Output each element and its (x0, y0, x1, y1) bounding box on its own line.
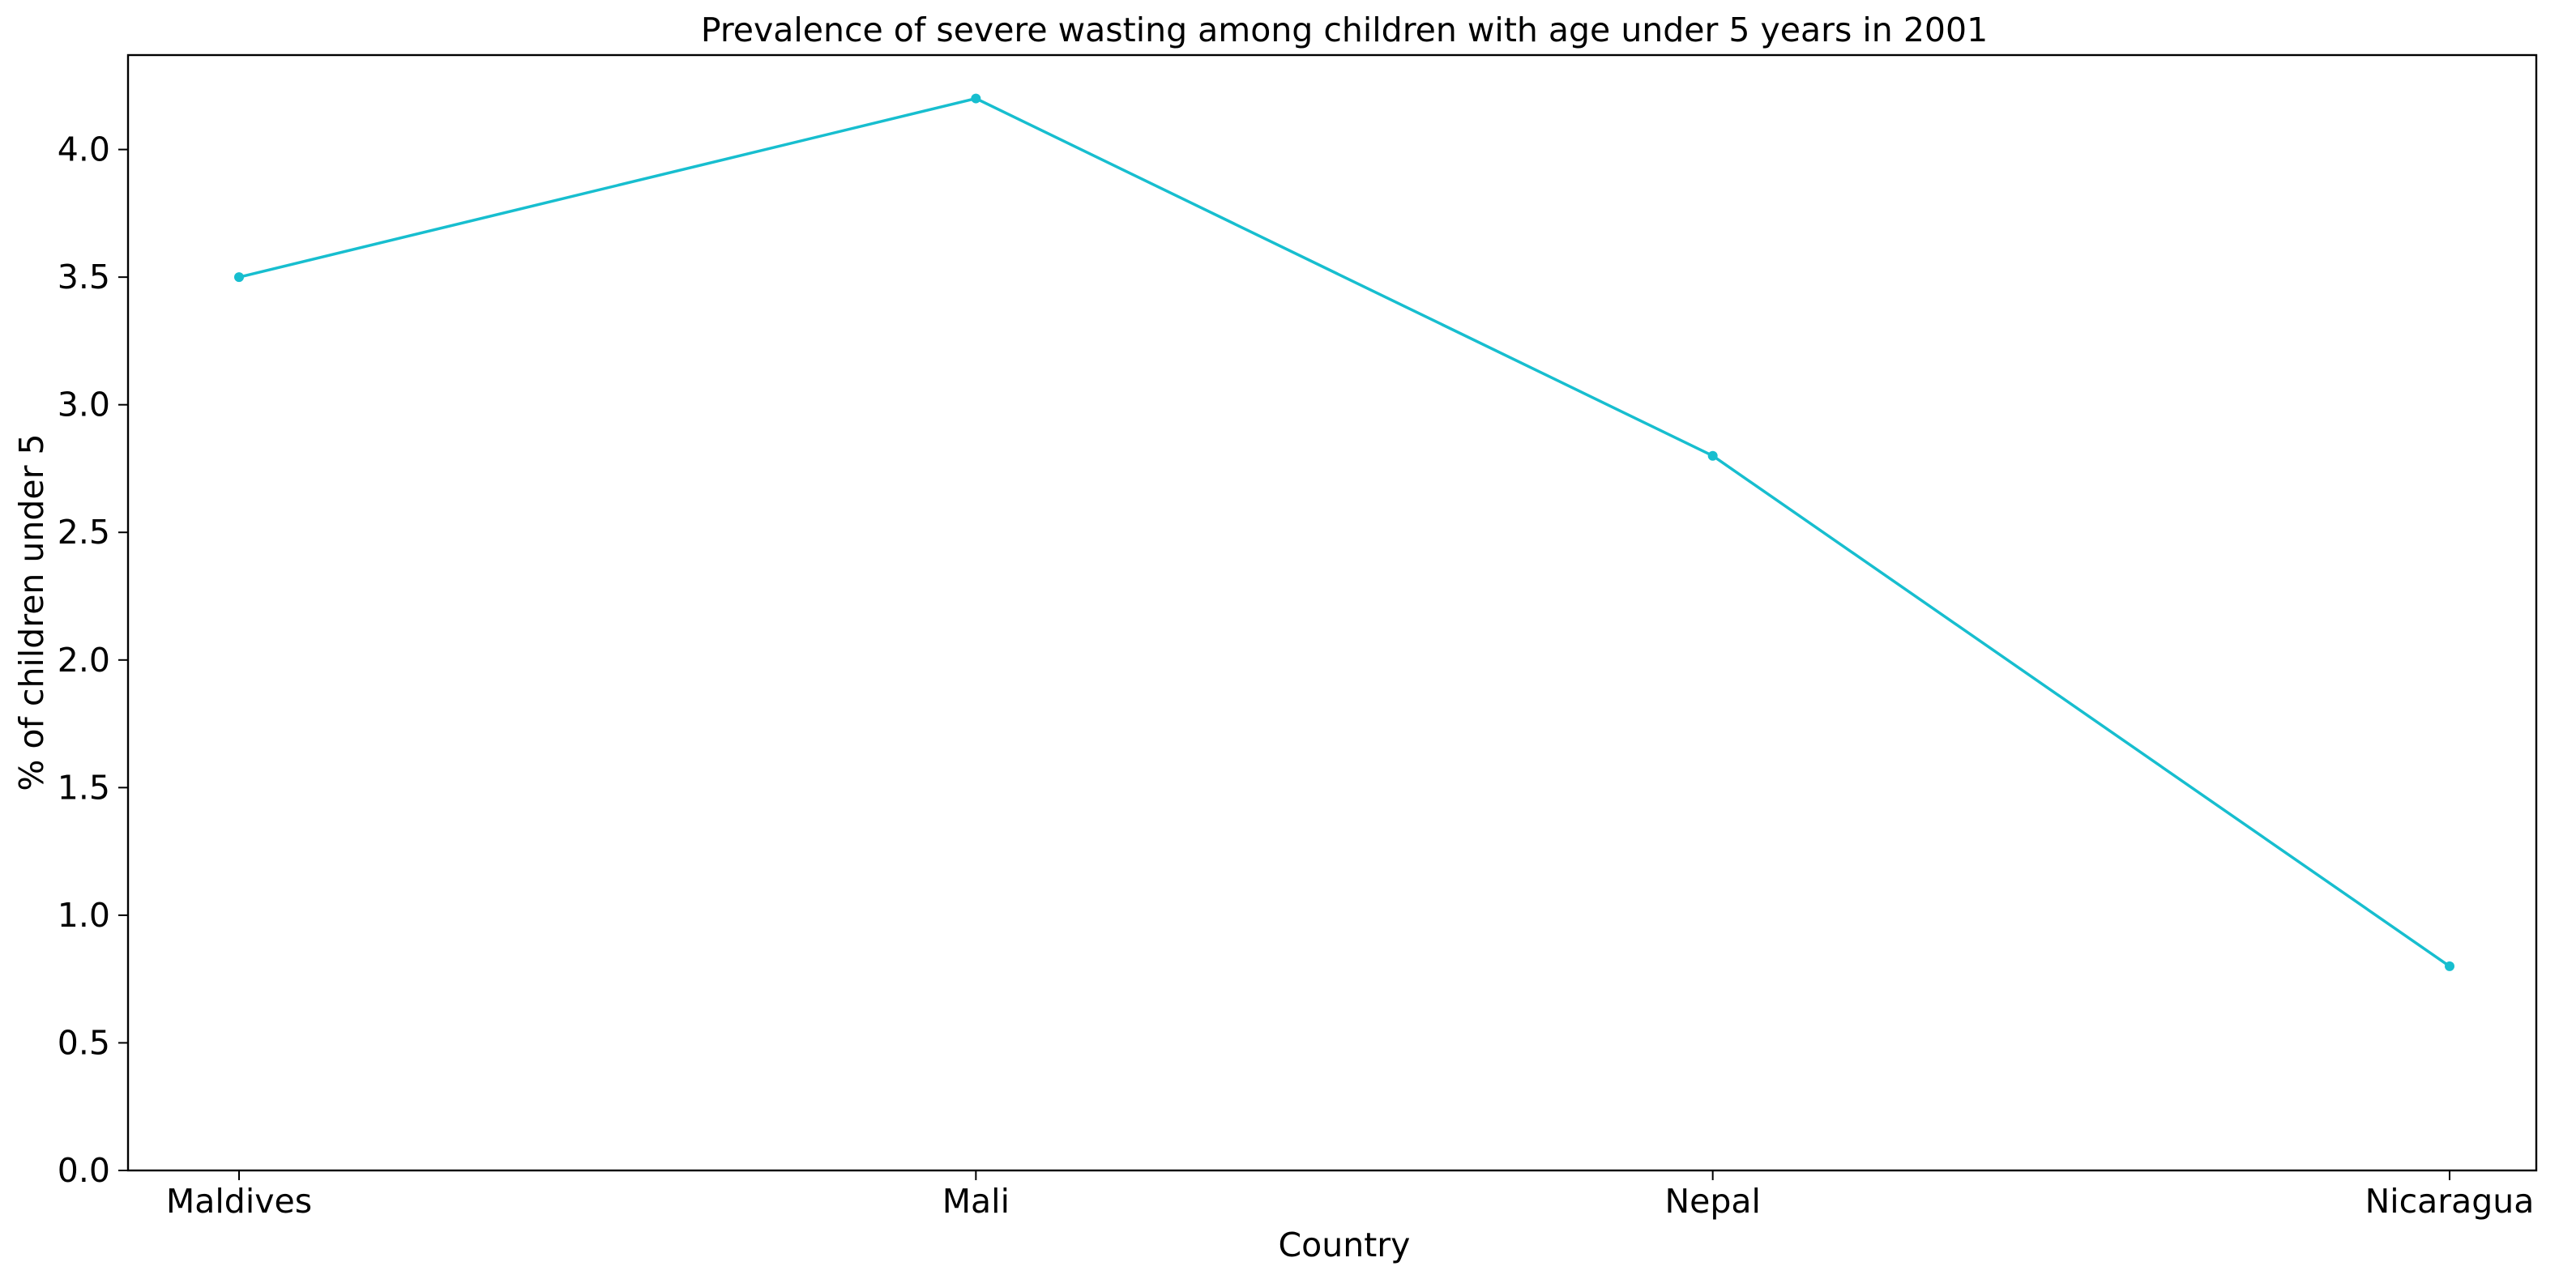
y-tick-label: 2.5 (58, 513, 110, 552)
data-point-maldives (234, 272, 244, 283)
y-tick-label: 3.5 (58, 258, 110, 296)
data-point-mali (971, 93, 981, 104)
y-tick-label: 0.5 (58, 1023, 110, 1062)
data-point-nicaragua (2445, 961, 2454, 971)
series-line (238, 96, 2450, 968)
chart-title: Prevalence of severe wasting among child… (701, 11, 1988, 49)
data-point-nepal (1707, 450, 1718, 461)
x-tick-label: Nepal (1664, 1182, 1760, 1221)
x-tick-label: Nicaragua (2365, 1182, 2535, 1221)
plot-area: 0.0 0.5 1.0 1.5 2.0 2.5 3.0 3.5 4.0 Maldives Mali N… (58, 93, 2535, 1221)
y-tick-label: 4.0 (58, 130, 110, 169)
y-tick-label: 3.0 (58, 386, 110, 424)
y-axis-label: % of children under 5 (12, 433, 51, 791)
x-tick-label: Mali (942, 1182, 1010, 1221)
y-tick-label: 2.0 (58, 641, 110, 680)
y-tick-label: 1.0 (58, 896, 110, 935)
x-tick-label: Maldives (166, 1182, 312, 1221)
y-tick-label: 1.5 (58, 768, 110, 807)
x-axis-label: Country (1279, 1226, 1411, 1264)
y-tick-label: 0.0 (58, 1151, 110, 1190)
plot-frame (126, 53, 2538, 1172)
